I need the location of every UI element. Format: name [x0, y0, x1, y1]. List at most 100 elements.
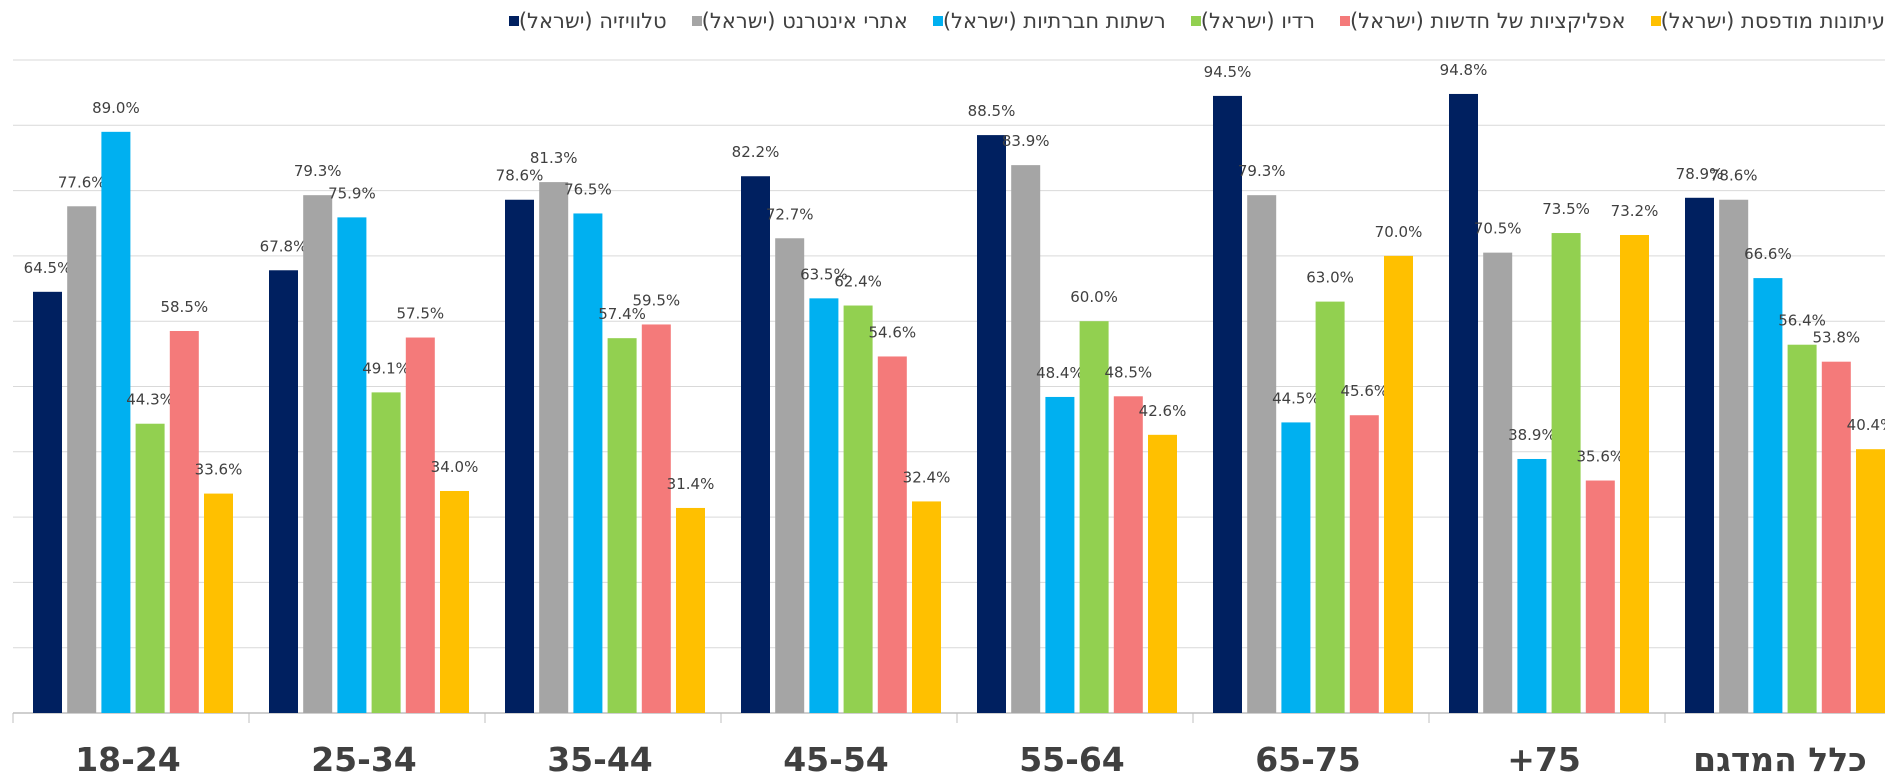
- bar: [1483, 252, 1513, 713]
- data-label: 42.6%: [1139, 402, 1187, 420]
- bar: [573, 213, 603, 713]
- legend-swatch: [1650, 16, 1661, 26]
- bar: [1079, 321, 1109, 713]
- category-label: 35-44: [547, 740, 653, 777]
- data-label: 44.3%: [126, 391, 174, 409]
- legend-item: אפליקציות של חדשות (ישראל): [1333, 9, 1626, 33]
- data-label: 66.6%: [1744, 245, 1792, 263]
- data-label: 78.9%: [1676, 165, 1724, 183]
- bar: [641, 324, 671, 713]
- legend-swatch: [1339, 16, 1350, 26]
- bar: [1620, 235, 1649, 713]
- data-label: 49.1%: [362, 359, 410, 377]
- data-label: 40.4%: [1847, 416, 1885, 434]
- data-label: 54.6%: [868, 323, 916, 341]
- data-label: 33.6%: [195, 461, 243, 479]
- bar: [977, 135, 1006, 714]
- bar: [1753, 278, 1783, 713]
- data-label: 77.6%: [58, 173, 106, 191]
- data-label: 79.3%: [1238, 162, 1286, 180]
- category-label: כלל המדגם: [1693, 740, 1867, 777]
- category-label: 65-75: [1255, 740, 1361, 777]
- legend-item: אתרי אינטרנט (ישראל): [685, 9, 908, 33]
- data-label: 70.0%: [1375, 223, 1423, 241]
- data-label: 70.5%: [1474, 220, 1522, 238]
- data-label: 81.3%: [530, 149, 578, 167]
- data-label: 83.9%: [1002, 132, 1050, 150]
- data-label: 73.5%: [1542, 200, 1590, 218]
- bar: [269, 270, 298, 713]
- data-label: 73.2%: [1611, 202, 1659, 220]
- legend-label: עיתונות מודפסת (ישראל): [1660, 9, 1885, 33]
- data-label: 75.9%: [328, 184, 376, 202]
- data-label: 35.6%: [1576, 448, 1624, 466]
- data-label: 79.3%: [294, 162, 342, 180]
- bar: [741, 176, 770, 713]
- bar: [1384, 255, 1413, 713]
- bar: [204, 493, 233, 713]
- data-label: 94.8%: [1440, 61, 1488, 79]
- bar: [1213, 95, 1242, 714]
- category-label: +75: [1507, 740, 1581, 777]
- bar: [775, 238, 805, 714]
- legend-swatch: [508, 16, 519, 26]
- bar: [809, 298, 839, 713]
- data-label: 72.7%: [766, 205, 814, 223]
- bar: [539, 182, 569, 714]
- data-label: 48.5%: [1104, 363, 1152, 381]
- data-label: 53.8%: [1812, 329, 1860, 347]
- bar: [607, 338, 637, 713]
- bar: [877, 356, 907, 713]
- bar: [1148, 434, 1177, 713]
- bar: [33, 291, 62, 713]
- bar: [440, 490, 469, 713]
- chart-legend: עיתונות מודפסת (ישראל) אפליקציות של חדשות…: [0, 6, 1885, 36]
- data-label: 89.0%: [92, 99, 140, 117]
- bar: [1349, 415, 1379, 713]
- bar: [67, 206, 97, 713]
- legend-item: עיתונות מודפסת (ישראל): [1644, 9, 1885, 33]
- bar: [676, 507, 705, 713]
- data-label: 32.4%: [903, 468, 951, 486]
- bar: [1517, 458, 1547, 713]
- bar: [1247, 195, 1277, 713]
- bar: [1315, 301, 1345, 713]
- data-label: 67.8%: [260, 237, 308, 255]
- legend-swatch: [1190, 16, 1201, 26]
- data-label: 64.5%: [24, 259, 72, 277]
- bar: [1011, 165, 1041, 713]
- bar: [303, 195, 333, 713]
- data-label: 82.2%: [732, 143, 780, 161]
- bar: [1449, 93, 1478, 714]
- data-label: 58.5%: [160, 298, 208, 316]
- bar: [912, 501, 941, 713]
- data-label: 44.5%: [1272, 389, 1320, 407]
- data-label: 63.0%: [1306, 269, 1354, 287]
- bar: [843, 305, 873, 713]
- legend-label: אפליקציות של חדשות (ישראל): [1349, 9, 1626, 33]
- bar: [1821, 361, 1851, 713]
- legend-label: טלוויזיה (ישראל): [518, 9, 667, 33]
- data-label: 78.6%: [1710, 167, 1758, 185]
- legend-swatch: [691, 16, 702, 26]
- category-label: 45-54: [783, 740, 889, 777]
- data-label: 34.0%: [431, 458, 479, 476]
- bar: [505, 199, 534, 713]
- data-label: 88.5%: [968, 102, 1016, 120]
- bar: [1719, 199, 1749, 713]
- legend-label: רדיו (ישראל): [1200, 9, 1315, 33]
- category-label: 25-34: [311, 740, 417, 777]
- data-label: 31.4%: [667, 475, 715, 493]
- data-label: 63.5%: [800, 265, 848, 283]
- data-label: 59.5%: [632, 291, 680, 309]
- bar: [101, 131, 131, 713]
- data-label: 94.5%: [1204, 63, 1252, 81]
- bar: [1281, 422, 1311, 713]
- data-label: 57.4%: [598, 305, 646, 323]
- legend-label: אתרי אינטרנט (ישראל): [701, 9, 908, 33]
- data-label: 48.4%: [1036, 364, 1084, 382]
- bar: [1045, 396, 1075, 713]
- data-label: 76.5%: [564, 180, 612, 198]
- category-label: 18-24: [75, 740, 181, 777]
- data-label: 60.0%: [1070, 288, 1118, 306]
